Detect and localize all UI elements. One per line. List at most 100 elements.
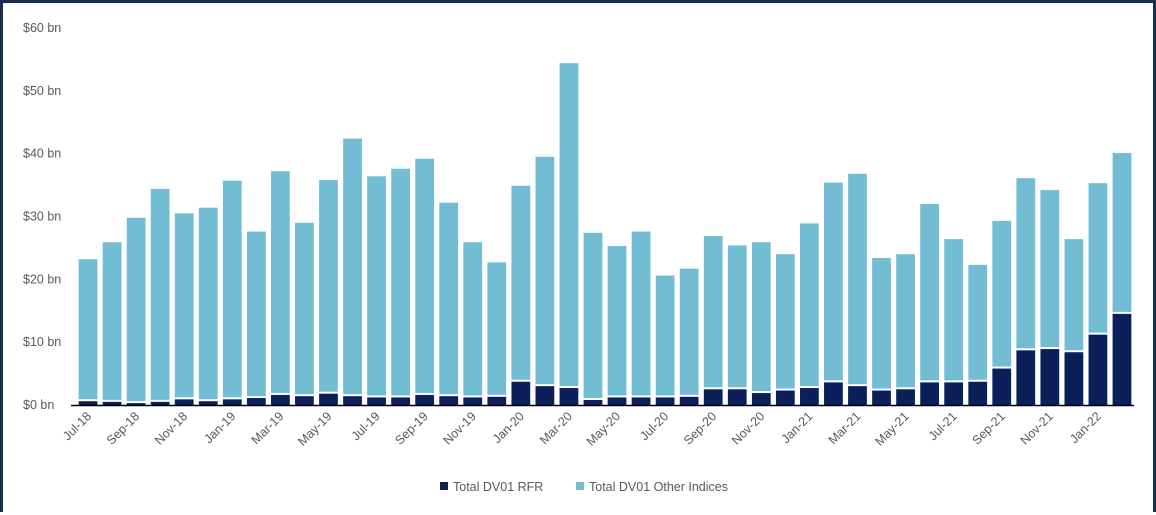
bar-rfr <box>343 396 362 405</box>
bar-rfr <box>583 399 603 405</box>
bar-other-indices <box>102 242 122 400</box>
bar-rfr <box>655 397 675 405</box>
x-tick-label: Jul-18 <box>60 409 94 443</box>
bar-other-indices <box>463 242 483 396</box>
bar-rfr <box>150 401 170 405</box>
bar-rfr <box>174 399 194 405</box>
bar-rfr <box>824 382 843 405</box>
bar-other-indices <box>655 275 675 396</box>
bar-other-indices <box>751 242 771 392</box>
bar-other-indices <box>246 231 266 397</box>
bar-other-indices <box>944 239 964 381</box>
y-tick-label: $30 bn <box>23 210 61 224</box>
bar-other-indices <box>1040 190 1060 348</box>
y-tick-label: $50 bn <box>23 84 61 98</box>
legend-swatch-other-indices <box>576 482 584 490</box>
bar-other-indices <box>896 254 915 388</box>
bar-other-indices <box>222 180 242 398</box>
bar-other-indices <box>1088 183 1108 333</box>
x-tick-label: Nov-21 <box>1018 409 1056 447</box>
bar-rfr <box>1016 350 1036 405</box>
bar-rfr <box>222 399 242 405</box>
bar-rfr <box>102 401 122 405</box>
bar-rfr <box>78 401 98 405</box>
bar-rfr <box>920 382 939 405</box>
bar-rfr <box>775 390 795 405</box>
bar-other-indices <box>367 176 386 396</box>
bar-rfr <box>511 381 531 405</box>
x-tick-label: Jul-20 <box>637 409 671 443</box>
bar-other-indices <box>1016 178 1036 349</box>
bar-other-indices <box>559 63 579 387</box>
bar-rfr <box>992 368 1012 405</box>
x-tick-label: Sep-18 <box>104 409 142 447</box>
bar-rfr <box>607 397 627 405</box>
bar-rfr <box>944 382 964 405</box>
bar-other-indices <box>487 262 507 395</box>
bar-other-indices <box>439 202 459 395</box>
bar-rfr <box>415 394 435 405</box>
bar-rfr <box>896 389 915 405</box>
bar-rfr <box>1064 352 1084 405</box>
bar-other-indices <box>511 185 531 380</box>
bar-other-indices <box>150 188 170 400</box>
x-tick-label: May-20 <box>584 409 623 448</box>
bar-other-indices <box>992 220 1012 367</box>
bar-other-indices <box>848 173 867 385</box>
bar-rfr <box>1112 313 1132 405</box>
bar-other-indices <box>126 217 146 402</box>
x-tick-label: Jan-20 <box>490 409 527 446</box>
bar-other-indices <box>968 264 988 380</box>
bar-other-indices <box>920 203 939 381</box>
bar-other-indices <box>319 180 338 392</box>
bar-other-indices <box>415 158 435 393</box>
bar-rfr <box>295 396 314 405</box>
bar-rfr <box>126 403 146 405</box>
bar-other-indices <box>535 156 555 385</box>
bar-rfr <box>463 397 483 405</box>
y-tick-label: $0 bn <box>23 398 54 412</box>
bar-other-indices <box>271 171 290 393</box>
bar-rfr <box>1040 349 1060 405</box>
stacked-bar-chart: $0 bn $10 bn $20 bn $30 bn $40 bn $50 bn $60 b… <box>23 21 1134 494</box>
bar-other-indices <box>1112 153 1132 312</box>
legend-swatch-rfr <box>440 482 448 490</box>
x-tick-label: Mar-21 <box>826 409 864 447</box>
bar-rfr <box>872 390 891 405</box>
bar-rfr <box>800 388 819 405</box>
x-tick-label: Jul-19 <box>349 409 383 443</box>
bar-rfr <box>703 389 723 405</box>
x-tick-label: Jan-21 <box>779 409 816 446</box>
y-tick-label: $10 bn <box>23 335 61 349</box>
bar-rfr <box>391 397 410 405</box>
x-tick-label: Nov-19 <box>440 409 478 447</box>
bar-other-indices <box>78 259 98 400</box>
x-tick-label: Sep-21 <box>969 409 1007 447</box>
bar-rfr <box>631 397 651 405</box>
x-tick-label: Sep-20 <box>681 409 719 447</box>
x-tick-label: Jan-19 <box>201 409 238 446</box>
bar-other-indices <box>607 246 627 396</box>
bar-rfr <box>535 386 555 405</box>
bar-rfr <box>559 388 579 405</box>
bar-other-indices <box>631 231 651 396</box>
bar-other-indices <box>295 222 314 395</box>
bar-other-indices <box>174 213 194 398</box>
bar-other-indices <box>800 223 819 387</box>
y-tick-label: $40 bn <box>23 147 61 161</box>
bar-other-indices <box>703 235 723 388</box>
bar-rfr <box>319 393 338 405</box>
bar-rfr <box>1088 334 1108 405</box>
bar-rfr <box>727 389 747 405</box>
x-tick-label: Jul-21 <box>926 409 960 443</box>
bar-other-indices <box>824 182 843 381</box>
x-tick-label: May-21 <box>872 409 911 448</box>
y-tick-label: $60 bn <box>23 21 61 35</box>
legend-label-other-indices: Total DV01 Other Indices <box>589 480 728 494</box>
bar-other-indices <box>1064 239 1084 351</box>
bar-other-indices <box>679 268 699 395</box>
bar-rfr <box>487 396 507 405</box>
x-tick-label: Nov-18 <box>152 409 190 447</box>
x-tick-label: May-19 <box>295 409 334 448</box>
